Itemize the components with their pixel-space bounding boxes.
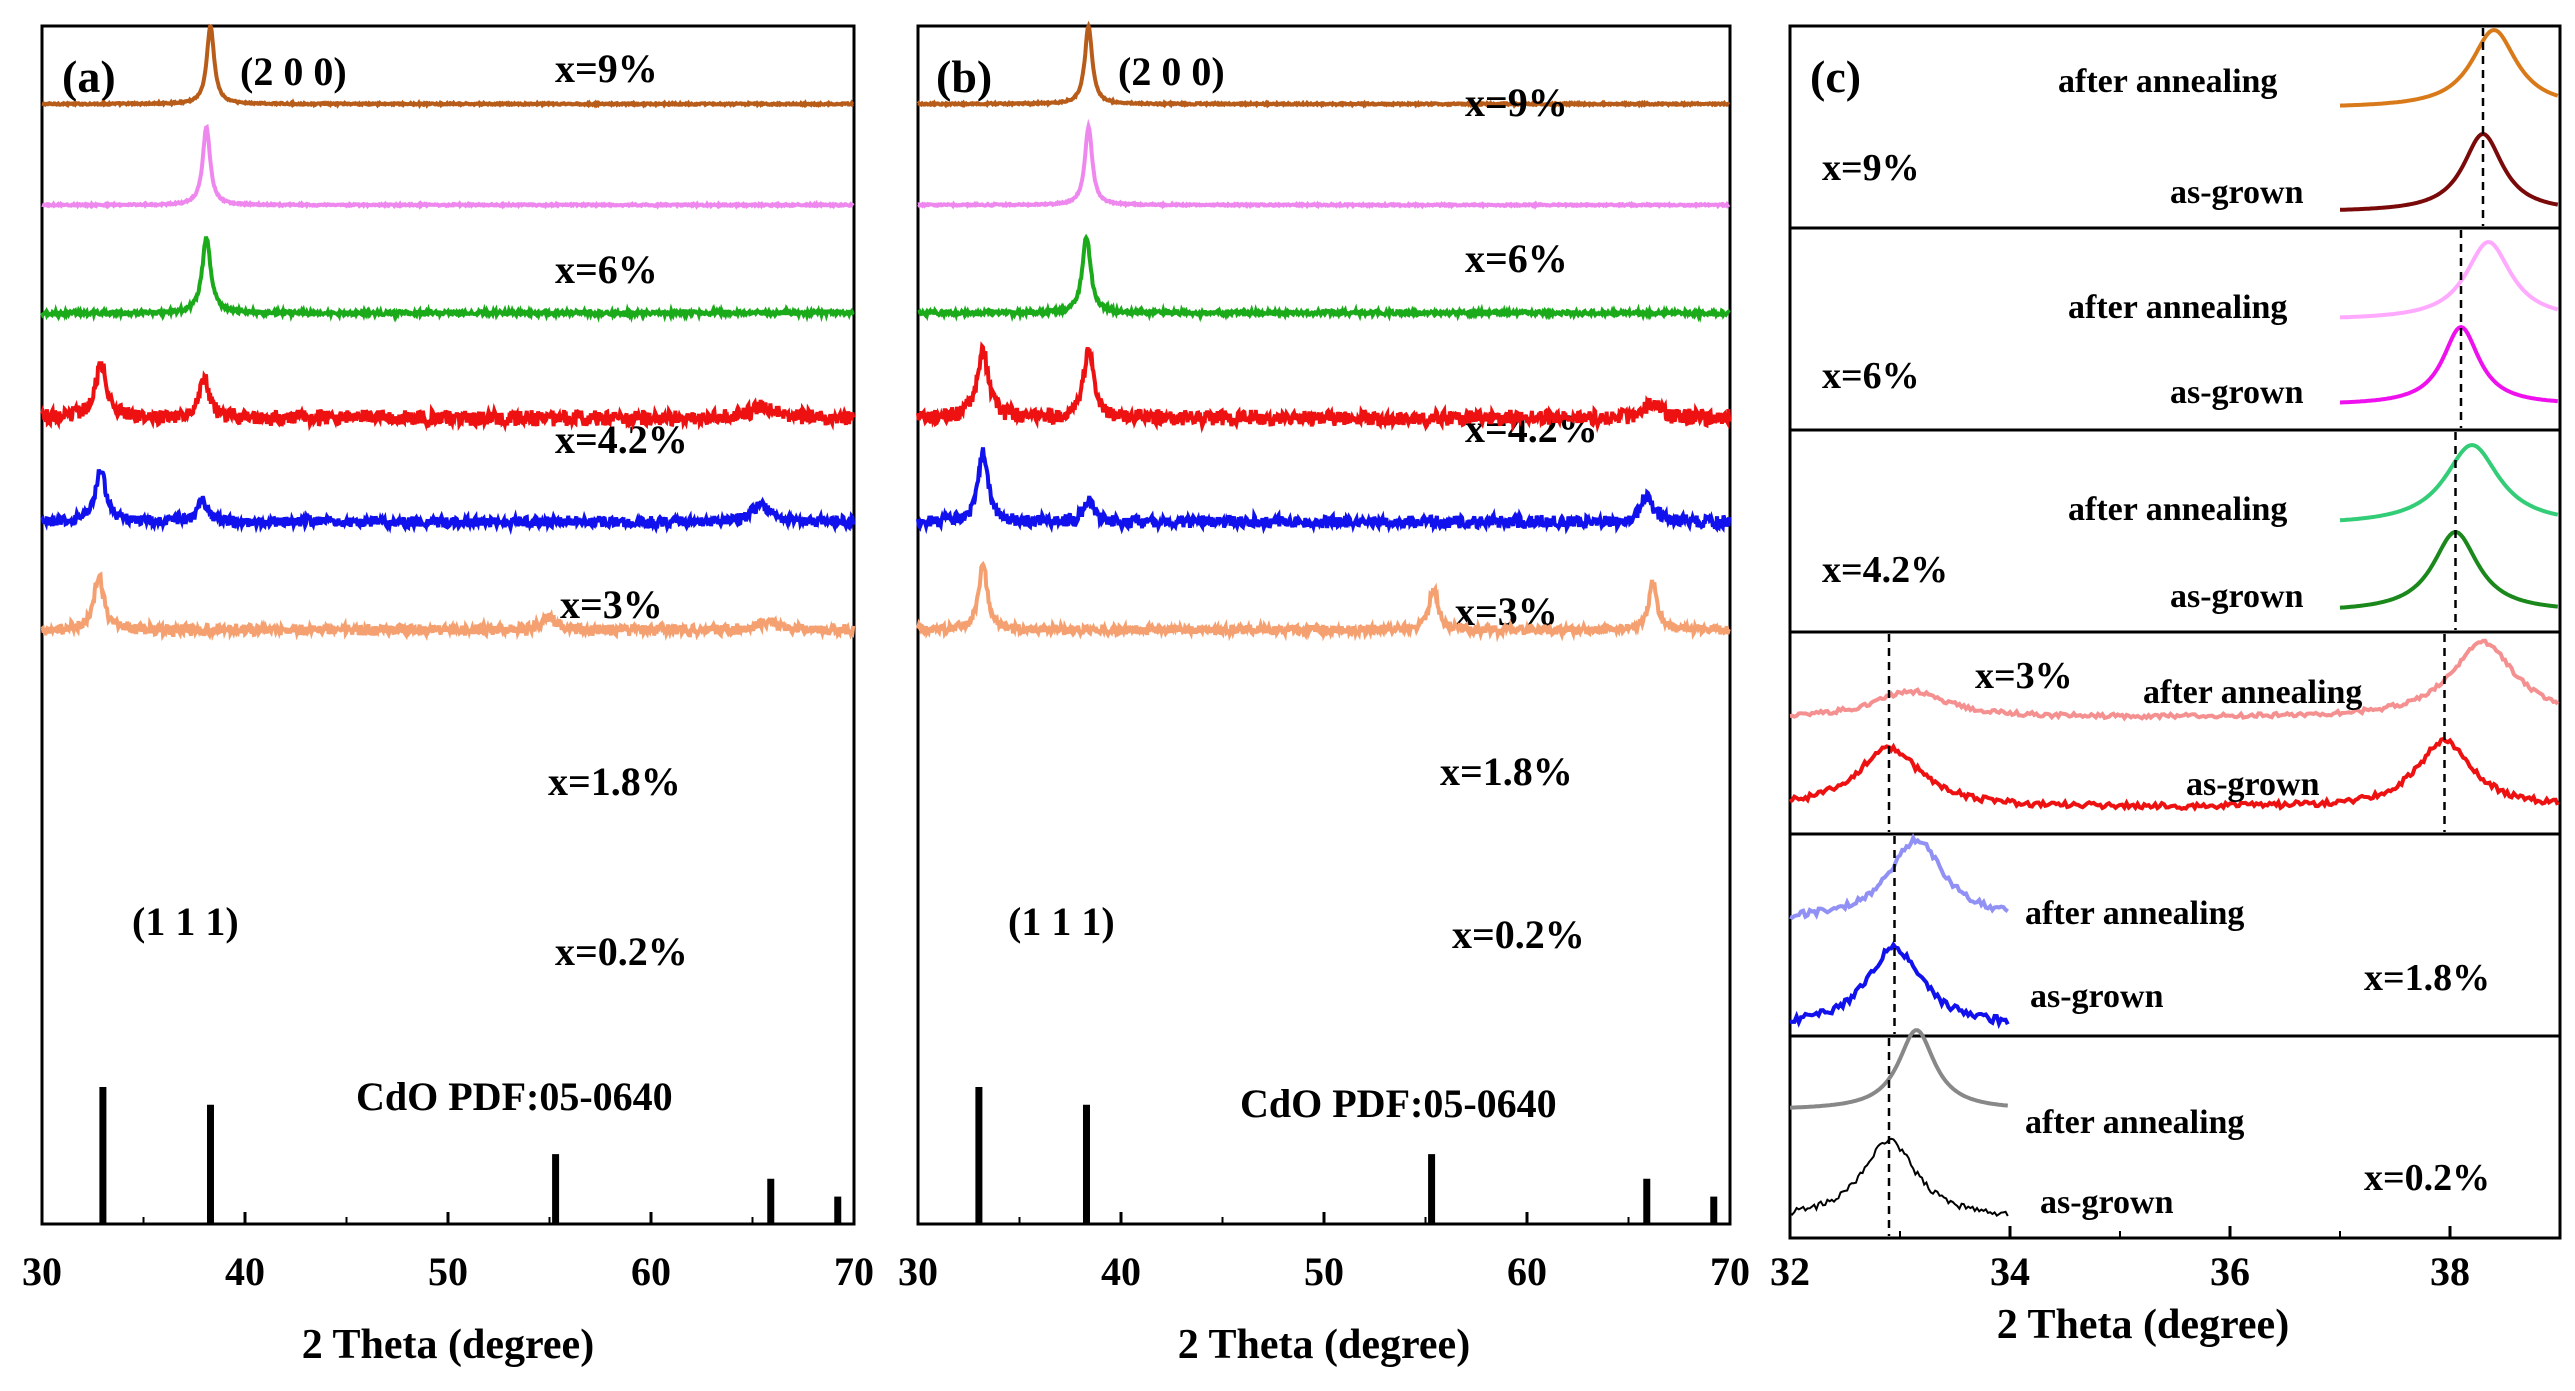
panel-c-label: (c): [1810, 51, 1861, 102]
series-line-as-grown: [1789, 940, 2010, 1030]
series-label: after annealing: [2058, 63, 2277, 100]
series-line-after annealing: [2339, 442, 2559, 523]
series-line-x=0.2%: [40, 571, 856, 642]
panel-a-annotation-200: (2 0 0): [240, 49, 347, 94]
series-line-x=3%: [916, 341, 1732, 434]
series-label: after annealing: [2025, 895, 2244, 932]
series-line-x=6%: [917, 118, 1731, 210]
panel-b-annotation-200: (2 0 0): [1118, 49, 1225, 94]
x-tick-label: 50: [428, 1249, 468, 1294]
series-line-x=1.8%: [40, 468, 856, 536]
series-label: after annealing: [2068, 491, 2287, 528]
panel-b-xlabel: 2 Theta (degree): [1178, 1322, 1470, 1368]
series-line-x=4.2%: [40, 236, 855, 324]
series-label: as-grown: [2170, 578, 2304, 615]
panel-a-xlabel: 2 Theta (degree): [302, 1322, 594, 1368]
subpanel-x=4.2%: after annealing as-grown x=4.2%: [1790, 428, 2560, 630]
x-tick-label: 30: [898, 1249, 938, 1294]
x-tick-label: 70: [834, 1249, 874, 1294]
panel-b-annotation-111: (1 1 1): [1008, 899, 1115, 944]
x-tick-label: 50: [1304, 1249, 1344, 1294]
subpanel-x=9%: after annealing as-grown x=9%: [1822, 27, 2559, 226]
series-label: x=1.8%: [548, 759, 681, 804]
series-line-as-grown: [1789, 1137, 2009, 1217]
series-label: as-grown: [2170, 374, 2304, 411]
series-line-after annealing: [2339, 240, 2559, 320]
x-tick-label: 40: [225, 1249, 265, 1294]
series-line-x=1.8%: [916, 447, 1732, 535]
panel-a-reference-label: CdO PDF:05-0640: [356, 1074, 673, 1119]
subpanel-label: x=4.2%: [1822, 549, 1948, 591]
subpanel-label: x=3%: [1975, 655, 2073, 697]
series-label: as-grown: [2186, 766, 2320, 803]
x-tick-label: 36: [2210, 1249, 2250, 1294]
series-line-x=3%: [40, 361, 856, 433]
series-line-after annealing: [2339, 27, 2559, 108]
panel-c-xlabel: 2 Theta (degree): [1997, 1302, 2289, 1348]
x-tick-label: 38: [2430, 1249, 2470, 1294]
subpanel-x=1.8%: after annealing as-grown x=1.8%: [1789, 832, 2560, 1034]
series-label: x=3%: [560, 582, 663, 627]
series-label: after annealing: [2025, 1104, 2244, 1141]
series-label: x=0.2%: [1452, 912, 1585, 957]
x-tick-label: 70: [1710, 1249, 1750, 1294]
series-line-after annealing: [1789, 638, 2560, 722]
series-line-x=0.2%: [916, 560, 1731, 643]
panel-a-annotation-111: (1 1 1): [132, 899, 239, 944]
series-line-x=9%: [41, 23, 855, 110]
series-line-after annealing: [1789, 1028, 2008, 1110]
subpanel-label: x=1.8%: [2364, 957, 2490, 999]
series-line-x=6%: [41, 123, 855, 210]
series-label: x=9%: [555, 46, 658, 91]
series-line-as-grown: [2340, 131, 2559, 212]
panel-b-reference-label: CdO PDF:05-0640: [1240, 1081, 1557, 1126]
x-tick-label: 60: [1507, 1249, 1547, 1294]
x-tick-label: 60: [631, 1249, 671, 1294]
series-label: after annealing: [2068, 289, 2287, 326]
series-label: x=9%: [1465, 80, 1568, 125]
subpanel-x=3%: after annealing as-grown x=3%: [1788, 630, 2560, 832]
x-tick-label: 40: [1101, 1249, 1141, 1294]
series-label: x=0.2%: [555, 929, 688, 974]
series-line-after annealing: [1789, 833, 2009, 920]
panel-b-label: (b): [936, 51, 992, 102]
series-line-x=9%: [916, 20, 1731, 109]
series-line-as-grown: [2339, 324, 2558, 405]
x-tick-label: 34: [1990, 1249, 2030, 1294]
panel-b: (b) x=9%x=6%x=4.2%x=3%x=1.8%x=0.2% (2 0 …: [898, 20, 1750, 1368]
subpanel-label: x=9%: [1822, 147, 1920, 189]
series-label: x=6%: [1465, 236, 1568, 281]
x-tick-label: 32: [1770, 1249, 1810, 1294]
series-label: after annealing: [2143, 674, 2362, 711]
panel-a: (a) x=9%x=6%x=4.2%x=3%x=1.8%x=0.2% (2 0 …: [22, 23, 874, 1368]
series-label: x=6%: [555, 247, 658, 292]
series-label: as-grown: [2170, 174, 2304, 211]
series-line-as-grown: [2339, 530, 2558, 610]
series-label: x=1.8%: [1440, 749, 1573, 794]
series-label: as-grown: [2040, 1184, 2174, 1221]
series-label: as-grown: [2030, 978, 2164, 1015]
panel-a-label: (a): [62, 51, 116, 102]
subpanel-label: x=6%: [1822, 355, 1920, 397]
subpanel-label: x=0.2%: [2364, 1157, 2490, 1199]
series-line-as-grown: [1788, 736, 2560, 812]
subpanel-x=0.2%: after annealing as-grown x=0.2%: [1789, 1028, 2560, 1236]
series-line-x=4.2%: [917, 233, 1731, 324]
x-tick-label: 30: [22, 1249, 62, 1294]
subpanel-x=6%: after annealing as-grown x=6%: [1790, 226, 2560, 428]
